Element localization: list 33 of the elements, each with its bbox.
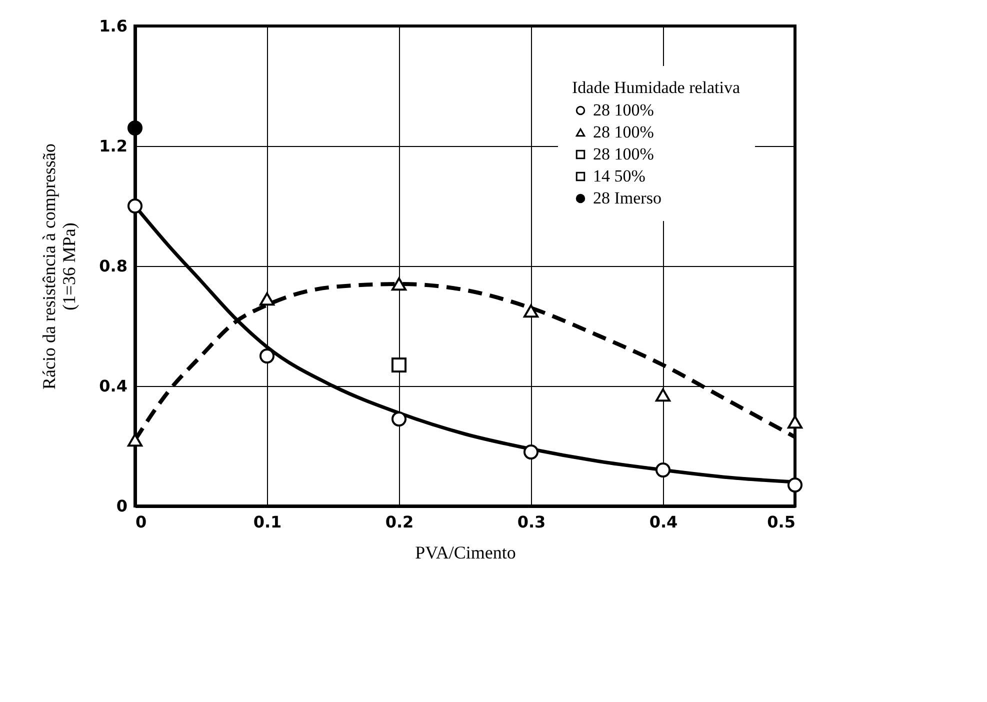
y-tick-label: 1.2 bbox=[99, 136, 128, 156]
x-tick-label: 0.4 bbox=[649, 512, 678, 532]
point bbox=[259, 292, 275, 306]
y-tick-label: 1.6 bbox=[99, 16, 128, 36]
x-tick-label: 0 bbox=[136, 512, 147, 532]
point bbox=[127, 120, 143, 136]
y-axis-title: Rácio da resistência à compressão (1=36 MPa) bbox=[39, 144, 80, 390]
point bbox=[523, 304, 539, 318]
legend-label: 28 Imerso bbox=[593, 188, 662, 208]
point bbox=[787, 477, 803, 493]
point bbox=[391, 357, 407, 373]
point bbox=[259, 348, 275, 364]
legend-label: 28 100% bbox=[593, 122, 654, 142]
x-tick-label: 0.3 bbox=[517, 512, 546, 532]
legend-label: 28 100% bbox=[593, 100, 654, 120]
point bbox=[127, 433, 143, 447]
point bbox=[787, 415, 803, 429]
y-tick-label: 0.4 bbox=[99, 376, 128, 396]
legend-label: 28 100% bbox=[593, 144, 654, 164]
point bbox=[655, 462, 671, 478]
x-tick-label: 0.2 bbox=[385, 512, 414, 532]
x-tick-label: 0.1 bbox=[253, 512, 282, 532]
legend-label: 14 50% bbox=[593, 166, 646, 186]
y-tick-label: 0.8 bbox=[99, 256, 128, 276]
x-axis-title: PVA/Cimento bbox=[415, 542, 516, 562]
legend-title: Idade Humidade relativa bbox=[572, 78, 740, 97]
point bbox=[391, 411, 407, 427]
point bbox=[127, 198, 143, 214]
point bbox=[523, 444, 539, 460]
point bbox=[655, 388, 671, 402]
point bbox=[391, 277, 407, 291]
x-tick-label: 0.5 bbox=[767, 512, 796, 532]
y-tick-label: 0 bbox=[116, 496, 128, 516]
